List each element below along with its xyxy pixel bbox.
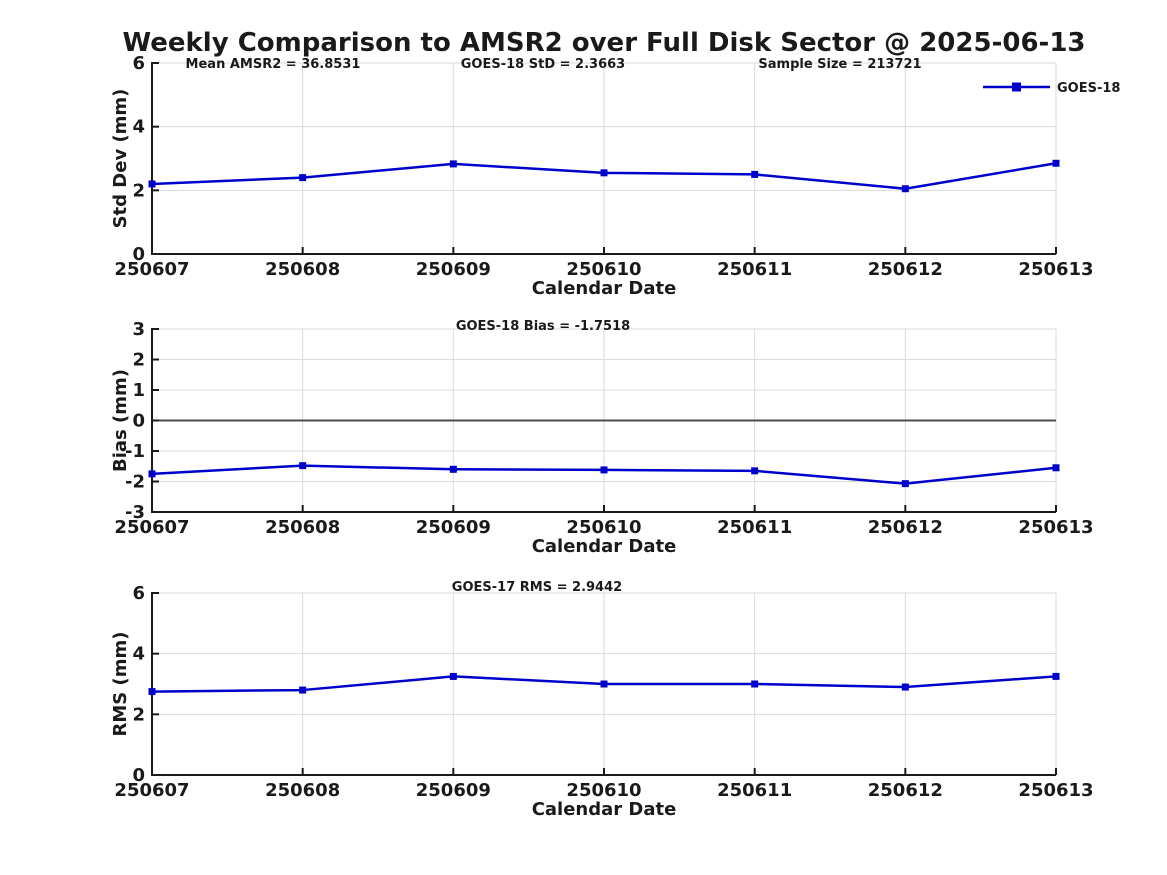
stat-annotation: Sample Size = 213721	[758, 57, 921, 72]
data-point-marker	[751, 170, 759, 178]
y-tick-label: 4	[132, 117, 145, 138]
x-tick-label: 250607	[114, 259, 189, 280]
x-tick-label: 250611	[717, 259, 792, 280]
data-point-marker	[148, 180, 156, 188]
data-point-marker	[751, 680, 759, 688]
data-point-marker	[600, 680, 608, 688]
x-tick-label: 250612	[868, 517, 943, 538]
data-point-marker	[1052, 672, 1060, 680]
data-point-marker	[901, 185, 909, 193]
y-tick-label: 2	[132, 350, 145, 371]
data-point-marker	[901, 480, 909, 488]
data-point-marker	[600, 466, 608, 474]
y-tick-label: 1	[132, 380, 145, 401]
data-point-marker	[751, 467, 759, 475]
y-tick-label: 2	[132, 180, 145, 201]
x-axis-label: Calendar Date	[532, 799, 677, 820]
x-tick-label: 250611	[717, 780, 792, 801]
x-tick-label: 250608	[265, 517, 340, 538]
x-tick-label: 250608	[265, 259, 340, 280]
data-point-marker	[1052, 159, 1060, 167]
x-axis-label: Calendar Date	[532, 536, 677, 557]
legend-label: GOES-18	[1057, 81, 1120, 96]
x-tick-label: 250613	[1018, 780, 1093, 801]
stat-annotation: GOES-18 StD = 2.3663	[461, 57, 625, 72]
y-tick-label: 4	[132, 644, 145, 665]
y-tick-label: 0	[132, 411, 145, 432]
data-point-marker	[299, 462, 307, 470]
y-tick-label: 6	[132, 53, 145, 74]
data-point-marker	[600, 169, 608, 177]
x-axis-label: Calendar Date	[532, 278, 677, 299]
y-tick-label: -1	[125, 441, 145, 462]
data-point-marker	[299, 686, 307, 694]
y-tick-label: -3	[125, 502, 145, 523]
bias-plot: -3 -2 -1 0 1 2 3 250607 250608 250609 250610 250611…	[110, 319, 1094, 557]
x-tick-label: 250607	[114, 517, 189, 538]
data-point-marker	[1052, 464, 1060, 472]
x-tick-label: 250609	[416, 517, 491, 538]
x-tick-label: 250610	[566, 517, 641, 538]
data-point-marker	[148, 688, 156, 696]
y-axis-label: RMS (mm)	[110, 632, 131, 737]
data-point-marker	[148, 470, 156, 478]
y-tick-label: 3	[132, 319, 145, 340]
data-point-marker	[449, 160, 457, 168]
x-tick-label: 250612	[868, 780, 943, 801]
data-point-marker	[901, 683, 909, 691]
stddev-plot: 0 2 4 6 250607 250608 250609 250610 250611 250612…	[110, 53, 1120, 299]
y-tick-label: 2	[132, 704, 145, 725]
stat-annotation: GOES-18 Bias = -1.7518	[456, 319, 630, 334]
y-tick-label: -2	[125, 472, 145, 493]
stat-annotation: GOES-17 RMS = 2.9442	[452, 580, 622, 595]
stat-annotation: Mean AMSR2 = 36.8531	[186, 57, 361, 72]
x-tick-label: 250612	[868, 259, 943, 280]
x-tick-label: 250610	[566, 259, 641, 280]
y-tick-label: 0	[132, 765, 145, 786]
data-point-marker	[449, 465, 457, 473]
data-point-marker	[299, 174, 307, 182]
legend-marker	[1012, 82, 1021, 92]
data-point-marker	[449, 672, 457, 680]
y-axis-label: Bias (mm)	[110, 369, 131, 472]
x-tick-label: 250613	[1018, 259, 1093, 280]
y-axis-label: Std Dev (mm)	[110, 89, 131, 229]
y-tick-label: 6	[132, 583, 145, 604]
x-tick-label: 250611	[717, 517, 792, 538]
x-tick-label: 250608	[265, 780, 340, 801]
x-tick-label: 250607	[114, 780, 189, 801]
y-tick-label: 0	[132, 244, 145, 265]
x-tick-label: 250613	[1018, 517, 1093, 538]
rms-plot: 0 2 4 6 250607 250608 250609 250610 250611 250612…	[110, 580, 1094, 820]
x-tick-label: 250610	[566, 780, 641, 801]
chart-title: Weekly Comparison to AMSR2 over Full Dis…	[122, 28, 1085, 58]
x-tick-label: 250609	[416, 259, 491, 280]
x-tick-label: 250609	[416, 780, 491, 801]
